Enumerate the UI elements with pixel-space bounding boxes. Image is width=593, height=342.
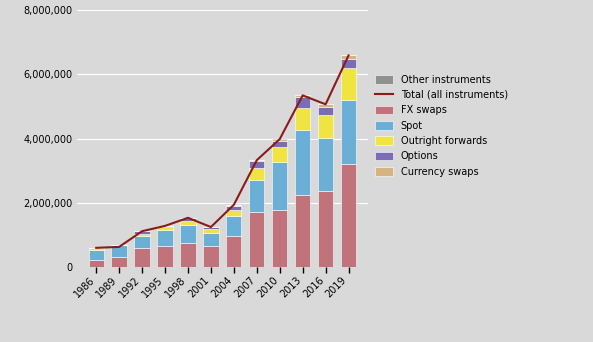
Total (all instruments): [93, 246, 100, 250]
Bar: [111, 256, 127, 267]
Bar: [135, 236, 149, 248]
Bar: [318, 107, 333, 115]
Bar: [180, 225, 196, 243]
Legend: Other instruments, Total (all instruments), FX swaps, Spot, Outright forwards, O: Other instruments, Total (all instrument…: [375, 75, 508, 177]
Bar: [180, 243, 196, 267]
Bar: [180, 218, 196, 221]
Total (all instruments): [116, 245, 123, 249]
Bar: [272, 162, 288, 210]
Bar: [157, 246, 173, 267]
Bar: [226, 210, 241, 216]
Bar: [180, 221, 196, 225]
Bar: [341, 101, 356, 164]
Bar: [272, 210, 288, 267]
Bar: [272, 138, 288, 139]
Bar: [135, 248, 149, 267]
Bar: [203, 233, 219, 246]
Total (all instruments): [184, 216, 192, 220]
Bar: [295, 95, 310, 97]
Bar: [249, 180, 264, 212]
Bar: [249, 160, 264, 161]
Line: Total (all instruments): Total (all instruments): [96, 55, 349, 248]
Bar: [295, 195, 310, 267]
Total (all instruments): [161, 224, 168, 228]
Total (all instruments): [322, 102, 329, 106]
Bar: [295, 108, 310, 130]
Total (all instruments): [139, 229, 146, 233]
Bar: [203, 229, 219, 233]
Bar: [272, 141, 288, 147]
Bar: [341, 59, 356, 68]
Bar: [111, 245, 127, 256]
Bar: [157, 227, 173, 230]
Bar: [249, 212, 264, 267]
Bar: [249, 161, 264, 168]
Bar: [88, 260, 104, 267]
Total (all instruments): [276, 137, 283, 141]
Total (all instruments): [208, 225, 215, 229]
Total (all instruments): [253, 158, 260, 162]
Bar: [272, 147, 288, 162]
Bar: [318, 104, 333, 107]
Bar: [295, 97, 310, 108]
Bar: [341, 68, 356, 101]
Bar: [226, 236, 241, 267]
Bar: [135, 234, 149, 236]
Bar: [318, 190, 333, 267]
Bar: [341, 55, 356, 59]
Bar: [203, 246, 219, 267]
Bar: [226, 216, 241, 236]
Bar: [157, 226, 173, 227]
Bar: [249, 168, 264, 180]
Total (all instruments): [345, 53, 352, 57]
Bar: [318, 137, 333, 190]
Total (all instruments): [299, 93, 306, 97]
Bar: [272, 139, 288, 141]
Bar: [88, 248, 104, 250]
Total (all instruments): [230, 203, 237, 207]
Bar: [226, 205, 241, 206]
Bar: [88, 250, 104, 260]
Bar: [226, 206, 241, 210]
Bar: [295, 130, 310, 195]
Bar: [203, 227, 219, 229]
Bar: [341, 164, 356, 267]
Bar: [135, 232, 149, 234]
Bar: [157, 230, 173, 246]
Bar: [318, 115, 333, 137]
